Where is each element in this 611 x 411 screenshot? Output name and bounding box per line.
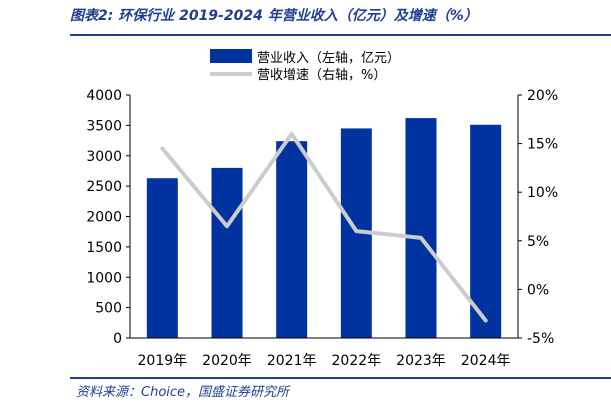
revenue-bar: [146, 178, 178, 338]
title-divider: [70, 34, 611, 36]
left-axis-tick-label: 0: [113, 331, 122, 347]
left-axis-tick-label: 500: [95, 301, 122, 317]
right-axis-tick-label: 5%: [527, 234, 549, 250]
legend-revenue-swatch: [210, 49, 252, 63]
x-axis-tick-label: 2019年: [138, 353, 188, 369]
right-axis-tick-label: 15%: [527, 137, 558, 153]
x-axis-tick-label: 2021年: [267, 353, 317, 369]
x-axis-tick-label: 2022年: [332, 353, 382, 369]
chart-title: 图表2: 环保行业 2019-2024 年营业收入（亿元）及增速（%）: [70, 8, 478, 24]
left-axis-tick-label: 3500: [86, 118, 122, 134]
right-axis-tick-label: 0%: [527, 282, 549, 298]
left-axis-tick-label: 1500: [86, 240, 122, 256]
legend-revenue-label: 营业收入（左轴，亿元）: [257, 51, 400, 66]
x-axis-tick-label: 2023年: [396, 353, 446, 369]
source-divider: [70, 377, 611, 379]
right-axis-tick-label: 10%: [527, 185, 558, 201]
left-axis-tick-label: 3000: [86, 149, 122, 165]
left-axis-tick-label: 1000: [86, 270, 122, 286]
growth-line: [160, 131, 488, 323]
revenue-bar: [211, 167, 243, 338]
right-axis-tick-label: 20%: [527, 88, 558, 104]
left-axis-tick-label: 2000: [86, 210, 122, 226]
left-axis-tick-label: 2500: [86, 179, 122, 195]
x-axis-tick-label: 2024年: [461, 353, 511, 369]
left-axis-tick-label: 4000: [86, 88, 122, 104]
right-axis-tick-label: -5%: [527, 331, 554, 347]
revenue-growth-chart: 0 500 1000 1500 2000 2500 3000 3500 4000 -5% 0% 5% 1…: [86, 49, 558, 369]
legend-growth-label: 营收增速（右轴，%）: [257, 68, 386, 83]
revenue-bar: [405, 118, 437, 339]
revenue-bar: [276, 141, 308, 338]
x-axis-tick-label: 2020年: [202, 353, 252, 369]
revenue-bar: [470, 124, 502, 338]
source-note: 资料来源：Choice，国盛证券研究所: [76, 385, 290, 400]
